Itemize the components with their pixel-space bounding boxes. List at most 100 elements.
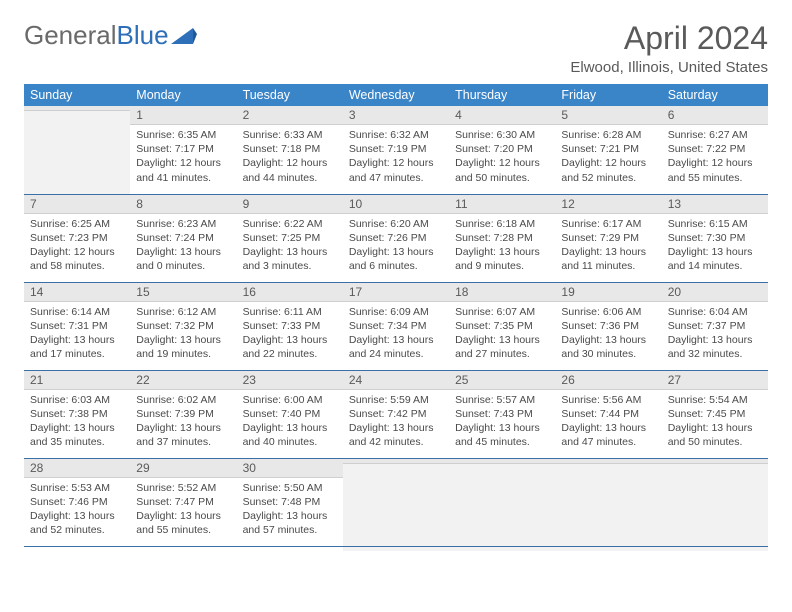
sunrise-text: Sunrise: 5:52 AM xyxy=(136,481,230,495)
day-header: Thursday xyxy=(449,84,555,106)
day-number: 10 xyxy=(343,195,449,213)
calendar-cell xyxy=(24,106,130,194)
calendar-cell: 5Sunrise: 6:28 AMSunset: 7:21 PMDaylight… xyxy=(555,106,661,194)
calendar-cell: 18Sunrise: 6:07 AMSunset: 7:35 PMDayligh… xyxy=(449,282,555,370)
day-number: 16 xyxy=(237,283,343,301)
sunset-text: Sunset: 7:46 PM xyxy=(30,495,124,509)
sunset-text: Sunset: 7:43 PM xyxy=(455,407,549,421)
calendar-table: Sunday Monday Tuesday Wednesday Thursday… xyxy=(24,84,768,547)
daylight-text: Daylight: 13 hours and 52 minutes. xyxy=(30,509,124,537)
calendar-cell: 10Sunrise: 6:20 AMSunset: 7:26 PMDayligh… xyxy=(343,194,449,282)
calendar-cell: 15Sunrise: 6:12 AMSunset: 7:32 PMDayligh… xyxy=(130,282,236,370)
calendar-cell: 28Sunrise: 5:53 AMSunset: 7:46 PMDayligh… xyxy=(24,458,130,546)
sunrise-text: Sunrise: 6:25 AM xyxy=(30,217,124,231)
day-number xyxy=(343,459,449,463)
day-number: 19 xyxy=(555,283,661,301)
logo-triangle-icon xyxy=(171,26,197,46)
day-header: Sunday xyxy=(24,84,130,106)
day-number xyxy=(555,459,661,463)
cell-body: Sunrise: 6:30 AMSunset: 7:20 PMDaylight:… xyxy=(449,125,555,191)
sunrise-text: Sunrise: 5:59 AM xyxy=(349,393,443,407)
calendar-cell: 30Sunrise: 5:50 AMSunset: 7:48 PMDayligh… xyxy=(237,458,343,546)
logo-text: GeneralBlue xyxy=(24,20,169,51)
calendar-cell: 7Sunrise: 6:25 AMSunset: 7:23 PMDaylight… xyxy=(24,194,130,282)
cell-body: Sunrise: 6:22 AMSunset: 7:25 PMDaylight:… xyxy=(237,214,343,280)
cell-body: Sunrise: 6:12 AMSunset: 7:32 PMDaylight:… xyxy=(130,302,236,368)
sunset-text: Sunset: 7:25 PM xyxy=(243,231,337,245)
cell-body: Sunrise: 6:27 AMSunset: 7:22 PMDaylight:… xyxy=(662,125,768,191)
daylight-text: Daylight: 13 hours and 37 minutes. xyxy=(136,421,230,449)
sunset-text: Sunset: 7:26 PM xyxy=(349,231,443,245)
sunrise-text: Sunrise: 6:07 AM xyxy=(455,305,549,319)
sunrise-text: Sunrise: 5:53 AM xyxy=(30,481,124,495)
sunset-text: Sunset: 7:20 PM xyxy=(455,142,549,156)
empty-cell xyxy=(555,464,661,551)
daylight-text: Daylight: 12 hours and 41 minutes. xyxy=(136,156,230,184)
day-number: 8 xyxy=(130,195,236,213)
calendar-cell: 8Sunrise: 6:23 AMSunset: 7:24 PMDaylight… xyxy=(130,194,236,282)
daylight-text: Daylight: 13 hours and 32 minutes. xyxy=(668,333,762,361)
calendar-cell: 20Sunrise: 6:04 AMSunset: 7:37 PMDayligh… xyxy=(662,282,768,370)
calendar-cell: 3Sunrise: 6:32 AMSunset: 7:19 PMDaylight… xyxy=(343,106,449,194)
sunset-text: Sunset: 7:38 PM xyxy=(30,407,124,421)
daylight-text: Daylight: 13 hours and 30 minutes. xyxy=(561,333,655,361)
logo-word1: General xyxy=(24,20,117,50)
title-block: April 2024 Elwood, Illinois, United Stat… xyxy=(570,20,768,76)
sunset-text: Sunset: 7:34 PM xyxy=(349,319,443,333)
sunset-text: Sunset: 7:36 PM xyxy=(561,319,655,333)
sunset-text: Sunset: 7:33 PM xyxy=(243,319,337,333)
sunset-text: Sunset: 7:24 PM xyxy=(136,231,230,245)
day-number: 17 xyxy=(343,283,449,301)
sunrise-text: Sunrise: 6:18 AM xyxy=(455,217,549,231)
cell-body: Sunrise: 6:02 AMSunset: 7:39 PMDaylight:… xyxy=(130,390,236,456)
calendar-cell: 25Sunrise: 5:57 AMSunset: 7:43 PMDayligh… xyxy=(449,370,555,458)
day-header: Friday xyxy=(555,84,661,106)
sunset-text: Sunset: 7:28 PM xyxy=(455,231,549,245)
cell-body: Sunrise: 6:23 AMSunset: 7:24 PMDaylight:… xyxy=(130,214,236,280)
sunset-text: Sunset: 7:29 PM xyxy=(561,231,655,245)
daylight-text: Daylight: 13 hours and 27 minutes. xyxy=(455,333,549,361)
daylight-text: Daylight: 13 hours and 19 minutes. xyxy=(136,333,230,361)
sunrise-text: Sunrise: 6:20 AM xyxy=(349,217,443,231)
day-number: 29 xyxy=(130,459,236,477)
sunset-text: Sunset: 7:40 PM xyxy=(243,407,337,421)
day-number: 11 xyxy=(449,195,555,213)
sunset-text: Sunset: 7:31 PM xyxy=(30,319,124,333)
day-header: Tuesday xyxy=(237,84,343,106)
daylight-text: Daylight: 13 hours and 57 minutes. xyxy=(243,509,337,537)
cell-body: Sunrise: 6:11 AMSunset: 7:33 PMDaylight:… xyxy=(237,302,343,368)
daylight-text: Daylight: 13 hours and 55 minutes. xyxy=(136,509,230,537)
cell-body: Sunrise: 6:15 AMSunset: 7:30 PMDaylight:… xyxy=(662,214,768,280)
sunrise-text: Sunrise: 5:56 AM xyxy=(561,393,655,407)
day-number: 5 xyxy=(555,106,661,124)
day-number: 20 xyxy=(662,283,768,301)
calendar-cell: 1Sunrise: 6:35 AMSunset: 7:17 PMDaylight… xyxy=(130,106,236,194)
calendar-row: 1Sunrise: 6:35 AMSunset: 7:17 PMDaylight… xyxy=(24,106,768,194)
calendar-cell: 2Sunrise: 6:33 AMSunset: 7:18 PMDaylight… xyxy=(237,106,343,194)
sunset-text: Sunset: 7:42 PM xyxy=(349,407,443,421)
day-number: 15 xyxy=(130,283,236,301)
cell-body: Sunrise: 5:59 AMSunset: 7:42 PMDaylight:… xyxy=(343,390,449,456)
day-number: 6 xyxy=(662,106,768,124)
cell-body: Sunrise: 5:57 AMSunset: 7:43 PMDaylight:… xyxy=(449,390,555,456)
sunrise-text: Sunrise: 6:32 AM xyxy=(349,128,443,142)
day-number: 14 xyxy=(24,283,130,301)
calendar-cell: 21Sunrise: 6:03 AMSunset: 7:38 PMDayligh… xyxy=(24,370,130,458)
empty-cell xyxy=(343,464,449,551)
header: GeneralBlue April 2024 Elwood, Illinois,… xyxy=(24,20,768,76)
day-number: 4 xyxy=(449,106,555,124)
calendar-cell: 19Sunrise: 6:06 AMSunset: 7:36 PMDayligh… xyxy=(555,282,661,370)
month-title: April 2024 xyxy=(570,20,768,57)
cell-body: Sunrise: 6:00 AMSunset: 7:40 PMDaylight:… xyxy=(237,390,343,456)
sunrise-text: Sunrise: 6:33 AM xyxy=(243,128,337,142)
calendar-row: 21Sunrise: 6:03 AMSunset: 7:38 PMDayligh… xyxy=(24,370,768,458)
calendar-cell: 14Sunrise: 6:14 AMSunset: 7:31 PMDayligh… xyxy=(24,282,130,370)
empty-cell xyxy=(449,464,555,551)
logo-word2: Blue xyxy=(117,20,169,50)
daylight-text: Daylight: 13 hours and 47 minutes. xyxy=(561,421,655,449)
day-number: 13 xyxy=(662,195,768,213)
calendar-cell: 22Sunrise: 6:02 AMSunset: 7:39 PMDayligh… xyxy=(130,370,236,458)
sunrise-text: Sunrise: 6:09 AM xyxy=(349,305,443,319)
daylight-text: Daylight: 13 hours and 50 minutes. xyxy=(668,421,762,449)
cell-body: Sunrise: 6:32 AMSunset: 7:19 PMDaylight:… xyxy=(343,125,449,191)
